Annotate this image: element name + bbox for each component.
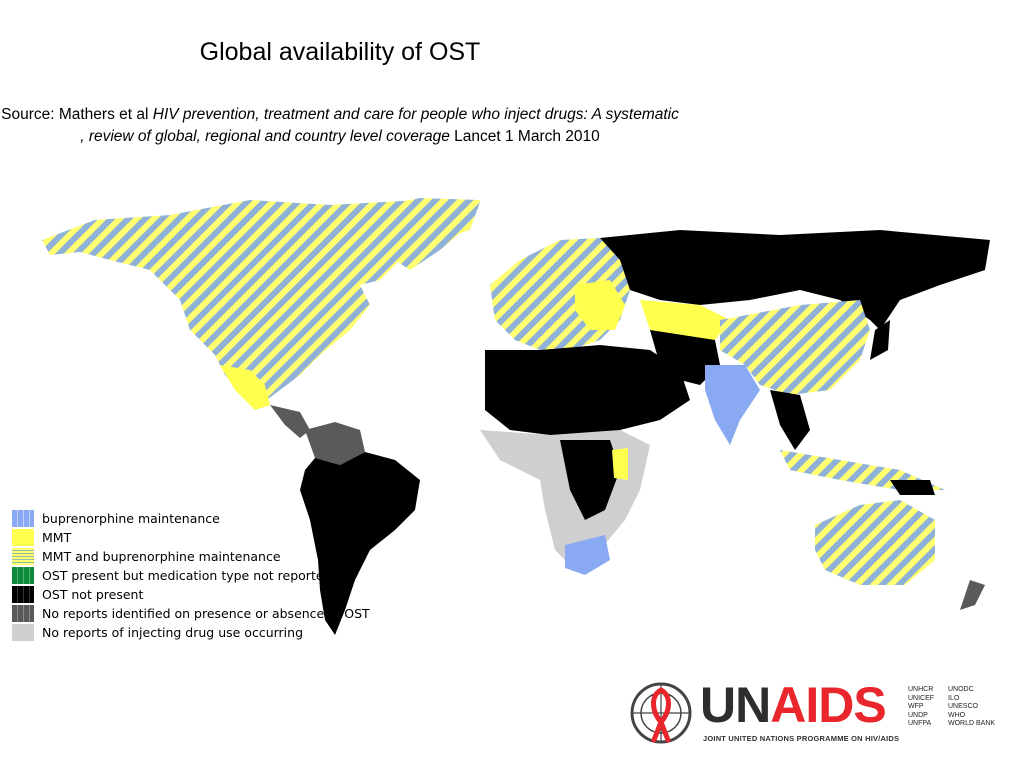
- legend-label: No reports of injecting drug use occurri…: [42, 625, 303, 640]
- central-america: [270, 405, 310, 438]
- china: [720, 300, 870, 395]
- cosponsor: UNFPA: [908, 720, 932, 728]
- unaids-subtitle: JOINT UNITED NATIONS PROGRAMME ON HIV/AI…: [703, 734, 900, 743]
- legend-swatch-ost-not-present: [12, 586, 34, 603]
- cosponsor: UNODC: [948, 686, 974, 693]
- legend-swatch-buprenorphine: [12, 510, 34, 527]
- source-journal: Lancet 1 March 2010: [449, 128, 600, 145]
- cosponsor: ILO: [948, 694, 960, 702]
- india: [705, 365, 760, 445]
- source-article-title: HIV prevention, treatment and care for p…: [80, 106, 679, 145]
- south-africa: [565, 535, 610, 575]
- south-america: [300, 452, 420, 635]
- cosponsor: WHO: [948, 711, 966, 719]
- legend-item-ost-present: OST present but medication type not repo…: [12, 566, 370, 585]
- cosponsor: UNICEF: [908, 694, 935, 702]
- kenya: [612, 448, 628, 480]
- cosponsor-list: UNHCR UNODC UNICEF ILO WFP UNESCO UNDP W…: [908, 686, 998, 729]
- southeast-asia: [770, 390, 810, 450]
- legend-item-ost-not-present: OST not present: [12, 585, 370, 604]
- legend-item-buprenorphine: buprenorphine maintenance: [12, 509, 370, 528]
- legend-swatch-mmt-and-buprenorphine: [12, 548, 34, 565]
- cosponsor: UNDP: [908, 711, 928, 719]
- legend-label: OST not present: [42, 587, 144, 602]
- legend-label: MMT: [42, 530, 72, 545]
- papua-new-guinea: [890, 480, 935, 495]
- north-america: [42, 200, 480, 405]
- cosponsor: WORLD BANK: [948, 720, 996, 728]
- legend-label: No reports identified on presence or abs…: [42, 606, 370, 621]
- legend-label: MMT and buprenorphine maintenance: [42, 549, 281, 564]
- north-africa-middle-east: [485, 345, 690, 440]
- source-prefix: Source: Mathers et al: [1, 106, 153, 123]
- legend-item-mmt: MMT: [12, 528, 370, 547]
- cosponsor: WFP: [908, 703, 924, 711]
- australia: [815, 500, 935, 585]
- russia: [600, 230, 990, 330]
- legend-item-no-reports-ost: No reports identified on presence or abs…: [12, 604, 370, 623]
- cosponsor: UNESCO: [948, 703, 978, 711]
- greenland: [360, 198, 480, 270]
- logo-aids: AIDS: [770, 677, 886, 733]
- logo-un: UN: [700, 677, 771, 733]
- mexico: [220, 365, 270, 410]
- page-title: Global availability of OST: [199, 38, 481, 66]
- legend-swatch-mmt: [12, 529, 34, 546]
- new-zealand: [960, 580, 985, 610]
- world-map: [42, 198, 990, 635]
- legend-swatch-ost-present: [12, 567, 34, 584]
- cosponsor: UNHCR: [908, 686, 934, 693]
- legend-label: OST present but medication type not repo…: [42, 568, 332, 583]
- source-citation: Source: Mathers et al HIV prevention, tr…: [0, 104, 680, 148]
- legend-swatch-no-reports-ost: [12, 605, 34, 622]
- eastern-europe: [575, 280, 625, 330]
- un-emblem-icon: [630, 682, 692, 744]
- unaids-logo-text: UNAIDS: [700, 677, 887, 733]
- central-africa: [560, 440, 620, 520]
- south-america-north: [305, 422, 365, 465]
- legend-item-mmt-and-buprenorphine: MMT and buprenorphine maintenance: [12, 547, 370, 566]
- legend-swatch-no-injecting-drug-use: [12, 624, 34, 641]
- iran-central-asia: [650, 330, 720, 385]
- legend-label: buprenorphine maintenance: [42, 511, 220, 526]
- japan: [870, 320, 890, 360]
- map-legend: buprenorphine maintenance MMT MMT and bu…: [12, 509, 370, 642]
- legend-item-no-injecting-drug-use: No reports of injecting drug use occurri…: [12, 623, 370, 642]
